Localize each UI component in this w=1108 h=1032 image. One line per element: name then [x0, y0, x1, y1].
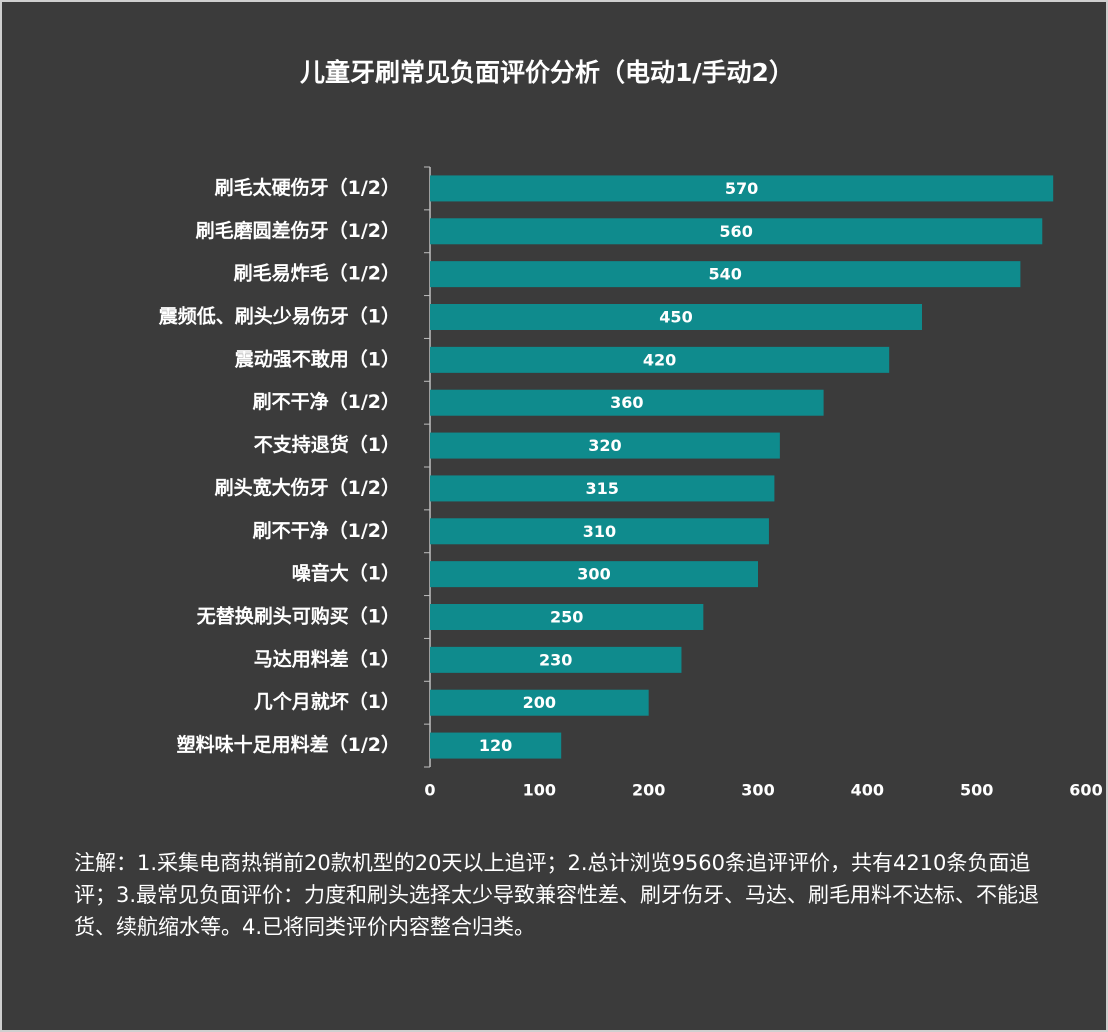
y-tick-label: 无替换刷头可购买（1）	[197, 605, 400, 628]
data-label: 250	[550, 608, 583, 627]
x-tick-label: 400	[851, 781, 884, 800]
bar	[430, 389, 824, 416]
bar	[430, 689, 649, 716]
bar	[430, 646, 682, 673]
bar	[430, 475, 775, 502]
bar	[430, 432, 780, 459]
x-tick-label: 200	[632, 781, 665, 800]
y-tick-label: 刷毛太硬伤牙（1/2）	[215, 176, 400, 199]
y-tick-label: 马达用料差（1）	[254, 647, 400, 670]
data-label: 450	[659, 308, 692, 327]
data-label: 230	[539, 650, 572, 669]
y-tick-label: 噪音大（1）	[292, 562, 400, 585]
data-label: 560	[719, 222, 752, 241]
y-tick-label: 几个月就坏（1）	[254, 690, 400, 713]
y-tick-label: 刷不干净（1/2）	[253, 519, 400, 542]
data-label: 120	[479, 736, 512, 755]
bar	[430, 218, 1043, 245]
bar	[430, 304, 922, 330]
x-tick-label: 500	[960, 781, 993, 800]
data-label: 315	[585, 479, 618, 498]
data-label: 540	[708, 265, 741, 284]
y-tick-label: 不支持退货（1）	[254, 433, 400, 456]
data-label: 570	[725, 179, 758, 198]
y-tick-label: 刷不干净（1/2）	[253, 390, 400, 413]
data-label: 310	[583, 522, 616, 541]
data-label: 200	[523, 693, 556, 712]
bar	[430, 175, 1054, 202]
data-label: 420	[643, 350, 676, 369]
bar	[430, 732, 562, 759]
bar	[430, 518, 769, 545]
y-tick-label: 刷毛易炸毛（1/2）	[234, 262, 400, 285]
x-tick-label: 0	[424, 781, 435, 800]
x-tick-label: 300	[741, 781, 774, 800]
y-tick-label: 震动强不敢用（1）	[235, 347, 400, 370]
data-label: 360	[610, 393, 643, 412]
x-tick-label: 100	[523, 781, 556, 800]
data-label: 320	[588, 436, 621, 455]
y-tick-label: 刷头宽大伤牙（1/2）	[215, 476, 400, 499]
note: 注解：1.采集电商热销前20款机型的20天以上追评；2.总计浏览9560条追评评…	[74, 851, 1040, 939]
chart-title: 儿童牙刷常见负面评价分析（电动1/手动2）	[300, 58, 794, 87]
bar	[430, 604, 704, 630]
bar	[430, 261, 1021, 288]
bar	[430, 346, 890, 373]
data-label: 300	[577, 565, 610, 584]
x-tick-label: 600	[1069, 781, 1102, 800]
y-tick-label: 塑料味十足用料差（1/2）	[177, 733, 400, 756]
y-tick-label: 刷毛磨圆差伤牙（1/2）	[196, 219, 400, 242]
bar	[430, 561, 758, 588]
y-tick-label: 震频低、刷头少易伤牙（1）	[159, 305, 400, 328]
